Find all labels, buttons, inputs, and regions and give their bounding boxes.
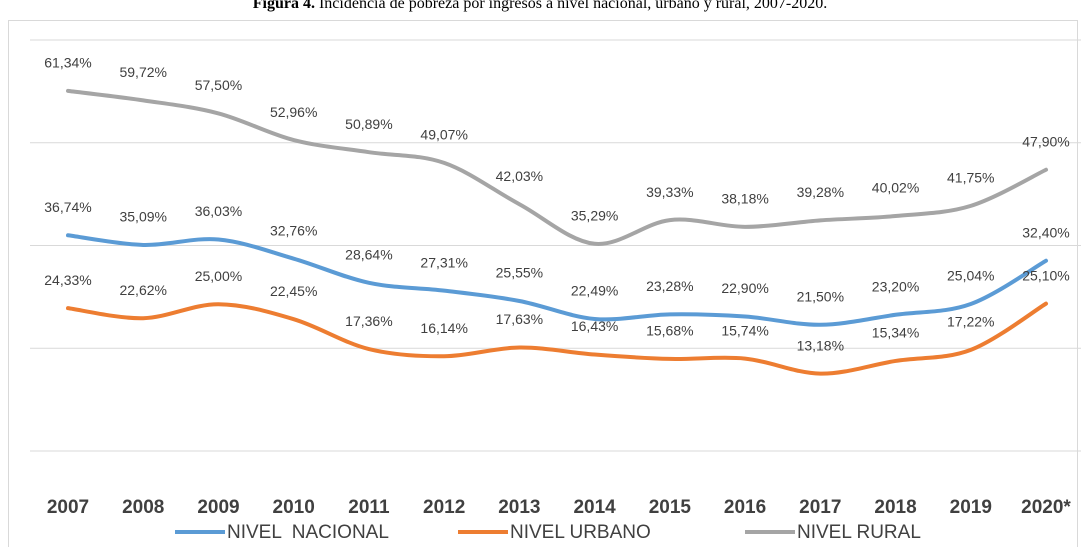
data-label: 16,14% xyxy=(420,320,467,336)
x-tick-label: 2011 xyxy=(348,497,390,518)
legend-label: NIVEL RURAL xyxy=(797,522,921,543)
data-label: 21,50% xyxy=(797,288,844,304)
x-tick-label: 2012 xyxy=(423,497,465,518)
data-label: 49,07% xyxy=(420,127,467,143)
x-tick-label: 2013 xyxy=(498,497,540,518)
data-label: 38,18% xyxy=(721,191,768,207)
data-label: 35,09% xyxy=(119,209,166,225)
data-label: 39,33% xyxy=(646,184,693,200)
data-label: 28,64% xyxy=(345,247,392,263)
series-line xyxy=(66,88,1048,246)
data-label: 17,63% xyxy=(496,311,543,327)
data-label: 59,72% xyxy=(119,64,166,80)
data-label: 39,28% xyxy=(797,184,844,200)
data-label: 52,96% xyxy=(270,104,317,120)
data-label: 25,10% xyxy=(1022,267,1069,283)
data-label: 36,74% xyxy=(44,199,91,215)
data-label: 32,40% xyxy=(1022,224,1069,240)
x-tick-label: 2019 xyxy=(950,497,992,518)
x-tick-label: 2015 xyxy=(649,497,692,518)
x-tick-label: 2009 xyxy=(197,497,239,518)
data-label: 47,90% xyxy=(1022,133,1069,149)
x-tick-label: 2008 xyxy=(122,497,164,518)
data-label: 24,33% xyxy=(44,272,91,288)
data-label: 17,36% xyxy=(345,313,392,329)
x-tick-label: 2016 xyxy=(724,497,766,518)
data-label: 57,50% xyxy=(195,77,242,93)
data-label: 16,43% xyxy=(571,318,618,334)
data-label: 15,68% xyxy=(646,323,693,339)
x-tick-label: 2020* xyxy=(1021,497,1071,518)
data-label: 25,04% xyxy=(947,268,994,284)
legend-label: NIVEL NACIONAL xyxy=(227,522,389,543)
data-label: 22,49% xyxy=(571,283,618,299)
title-label: Figura 4. xyxy=(253,0,315,12)
data-label: 35,29% xyxy=(571,208,618,224)
data-label: 40,02% xyxy=(872,180,919,196)
x-tick-label: 2017 xyxy=(799,497,841,518)
data-label: 27,31% xyxy=(420,254,467,270)
data-label: 25,00% xyxy=(195,268,242,284)
chart-title: Figura 4. Incidencia de pobreza por ingr… xyxy=(253,0,827,12)
data-label: 23,28% xyxy=(646,278,693,294)
data-label: 25,55% xyxy=(496,265,543,281)
chart-border xyxy=(8,20,1078,547)
data-label: 22,45% xyxy=(270,283,317,299)
series-line xyxy=(66,301,1048,376)
title-text: Incidencia de pobreza por ingresos a niv… xyxy=(319,0,827,12)
data-label: 22,90% xyxy=(721,280,768,296)
data-label: 15,34% xyxy=(872,325,919,341)
data-label: 32,76% xyxy=(270,222,317,238)
x-tick-label: 2014 xyxy=(573,497,616,518)
data-label: 17,22% xyxy=(947,314,994,330)
data-label: 22,62% xyxy=(119,282,166,298)
x-tick-label: 2007 xyxy=(47,497,89,518)
x-tick-label: 2010 xyxy=(273,497,315,518)
data-label: 23,20% xyxy=(872,278,919,294)
data-label: 50,89% xyxy=(345,116,392,132)
data-label: 41,75% xyxy=(947,170,994,186)
x-tick-label: 2018 xyxy=(874,497,916,518)
data-label: 13,18% xyxy=(797,337,844,353)
legend-label: NIVEL URBANO xyxy=(510,522,651,543)
data-label: 15,74% xyxy=(721,322,768,338)
data-label: 61,34% xyxy=(44,55,91,71)
data-label: 42,03% xyxy=(496,168,543,184)
data-label: 36,03% xyxy=(195,203,242,219)
series-line xyxy=(66,233,1048,327)
